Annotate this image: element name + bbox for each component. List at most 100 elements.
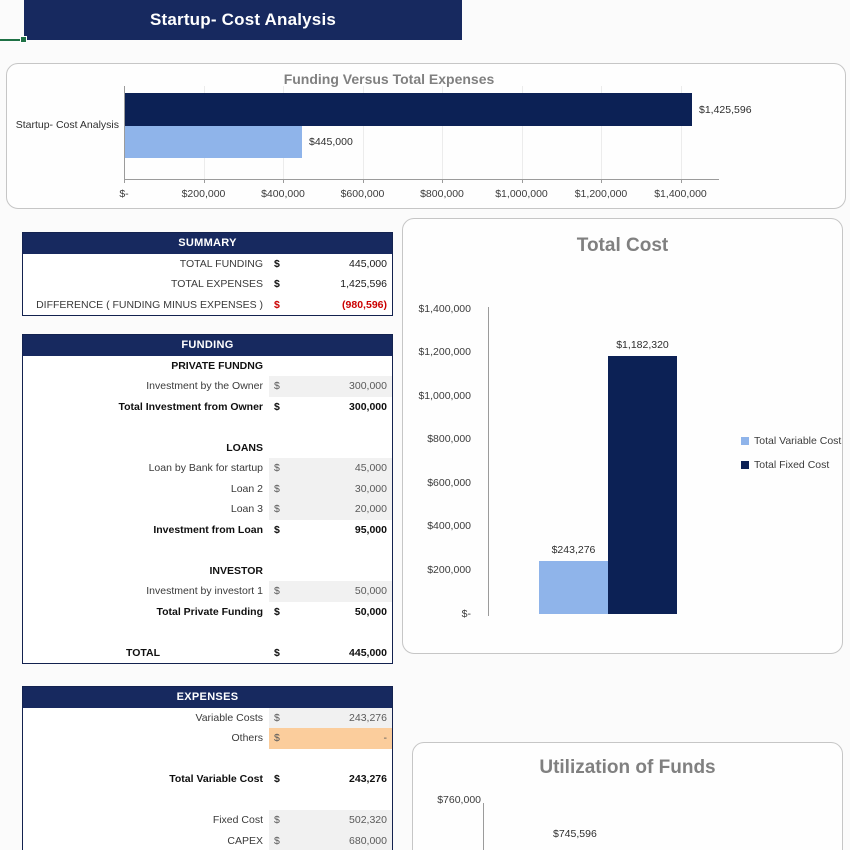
row-value-cell[interactable]: $300,000 [269, 376, 392, 397]
row-label: TOTAL EXPENSES [170, 278, 263, 291]
bar-series-0 [539, 561, 608, 614]
funding-row: Investment by investort 1 $50,000 [23, 581, 392, 602]
row-label: Variable Costs [195, 711, 263, 724]
expenses-table: EXPENSES Variable Costs $243,276 Others $ - To… [22, 686, 393, 850]
funding-row: Investment from Loan $95,000 [23, 520, 392, 541]
axis-tick [680, 179, 682, 183]
total-cost-plot-area: $- $200,000 $400,000 $600,000 $800,000 $1,000… [403, 219, 842, 653]
currency-symbol: $ [274, 278, 280, 291]
row-value: - [383, 732, 388, 745]
currency-symbol: $ [274, 646, 280, 659]
funding-row [23, 540, 392, 561]
summary-header: SUMMARY [23, 233, 392, 254]
row-label: Loan 2 [230, 482, 263, 495]
summary-row: DIFFERENCE ( FUNDING MINUS EXPENSES ) $ (9… [23, 295, 392, 316]
funding-row: Total Investment from Owner $300,000 [23, 397, 392, 418]
y-axis-tick-label: $- [461, 607, 471, 620]
row-value-cell: $300,000 [269, 397, 392, 418]
row-value: 50,000 [354, 585, 387, 598]
row-value-cell: $445,000 [269, 254, 392, 275]
row-value-cell[interactable]: $502,320 [269, 810, 392, 831]
y-axis-tick-label: $1,200,000 [418, 346, 471, 359]
chart-title: Total Cost [576, 235, 669, 256]
row-label: LOANS [226, 441, 263, 454]
row-value-cell[interactable]: $50,000 [269, 581, 392, 602]
row-value-cell[interactable]: $ - [269, 728, 392, 749]
gridline [521, 86, 523, 179]
currency-symbol: $ [274, 834, 280, 847]
bar-label: $445,000 [309, 136, 353, 148]
row-value: 243,276 [349, 773, 387, 786]
legend-item-variable-cost: Total Variable Cost [741, 435, 841, 447]
row-value-cell[interactable]: $20,000 [269, 499, 392, 520]
row-label: INVESTOR [209, 564, 263, 577]
y-axis-tick-label: $1,000,000 [418, 389, 471, 402]
funding-row: Loan by Bank for startup $45,000 [23, 458, 392, 479]
page-title: Startup- Cost Analysis [24, 0, 462, 40]
chart-title: Funding Versus Total Expenses [283, 71, 495, 87]
funding-row: Investment by the Owner $300,000 [23, 376, 392, 397]
y-axis-tick-label: $800,000 [427, 433, 471, 446]
currency-symbol: $ [274, 605, 280, 618]
expenses-header: EXPENSES [23, 687, 392, 708]
row-label: DIFFERENCE ( FUNDING MINUS EXPENSES ) [36, 298, 263, 311]
row-label: Loan 3 [230, 503, 263, 516]
row-label: Total Variable Cost [169, 773, 263, 786]
row-value: 502,320 [349, 814, 387, 827]
x-axis-tick-label: $600,000 [340, 188, 385, 200]
currency-symbol: $ [274, 257, 280, 270]
x-axis-tick-label: $1,400,000 [654, 188, 707, 200]
y-axis-line [483, 803, 484, 850]
row-value: 680,000 [349, 834, 387, 847]
currency-symbol: $ [274, 462, 280, 475]
funding-table: FUNDING PRIVATE FUNDNG Investment by the O… [22, 334, 393, 664]
row-value-cell [269, 356, 392, 377]
gridline [601, 86, 602, 179]
row-value-cell[interactable]: $680,000 [269, 830, 392, 850]
row-value-cell: $1,425,596 [269, 274, 392, 295]
funding-row [23, 417, 392, 438]
row-label: TOTAL [125, 646, 161, 659]
row-value-cell [269, 438, 392, 459]
legend-label: Total Variable Cost [754, 435, 842, 447]
row-value-cell[interactable]: $45,000 [269, 458, 392, 479]
expenses-row: CAPEX $680,000 [23, 830, 392, 850]
funding-row: TOTAL $445,000 [23, 643, 392, 664]
row-value: 30,000 [354, 482, 387, 495]
total-cost-chart-card: Total Cost $- $200,000 $400,000 $600,000 $80… [402, 218, 843, 654]
axis-tick [362, 179, 364, 183]
x-axis-tick-label: $800,000 [420, 188, 464, 200]
row-value: 300,000 [349, 380, 387, 393]
row-label: CAPEX [227, 834, 263, 847]
currency-symbol: $ [274, 732, 280, 745]
row-value-cell[interactable]: $243,276 [269, 707, 392, 728]
funding-row [23, 622, 392, 643]
row-value: 445,000 [349, 257, 387, 270]
row-value-cell: $ (980,596) [269, 295, 392, 316]
row-label: Loan by Bank for startup [148, 462, 263, 475]
bar-label: $243,276 [551, 544, 596, 556]
legend-swatch-fixed-cost [741, 461, 749, 469]
row-value: (980,596) [342, 298, 387, 311]
axis-tick [442, 179, 443, 183]
legend-label: Total Fixed Cost [754, 459, 830, 471]
currency-symbol: $ [274, 773, 280, 786]
row-value-cell[interactable]: $30,000 [269, 478, 392, 499]
bar-series-0 [125, 93, 692, 126]
row-label: Investment by the Owner [146, 380, 263, 393]
row-label: Investment by investort 1 [146, 585, 263, 598]
row-value-cell: $95,000 [269, 520, 392, 541]
axis-tick [203, 179, 205, 183]
row-label: Fixed Cost [212, 814, 263, 827]
y-axis-tick-label: $600,000 [427, 476, 471, 489]
currency-symbol: $ [274, 503, 280, 516]
utilization-of-funds-chart-card: Utilization of Funds $760,000 $745,596 [412, 742, 843, 850]
y-axis-line [124, 86, 125, 179]
currency-symbol: $ [274, 400, 280, 413]
expenses-row [23, 790, 392, 811]
cell-selection-handle[interactable] [20, 36, 27, 43]
axis-tick [601, 179, 602, 183]
funding-vs-expenses-chart-card: Funding Versus Total Expenses Startup- C… [6, 63, 846, 209]
expenses-row: Variable Costs $243,276 [23, 707, 392, 728]
